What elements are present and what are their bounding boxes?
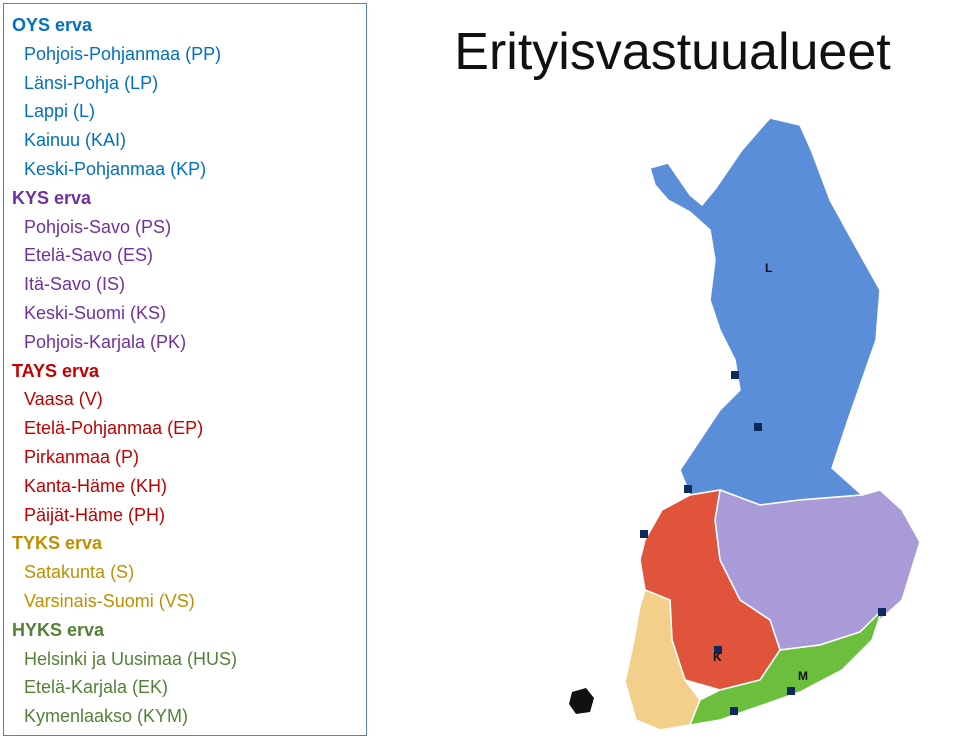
region-name: Keski-Suomi (KS): [24, 302, 167, 323]
region-name: Kainuu (KAI): [24, 130, 127, 151]
aland: [569, 688, 594, 714]
region-name: Satakunta (S): [24, 562, 135, 583]
region-name: Pohjois-Savo (PS): [24, 216, 172, 237]
region-oys: [649, 117, 881, 506]
map-label: M: [798, 669, 808, 683]
region-name: Päijät-Häme (PH): [24, 504, 166, 525]
region-name: Keski-Pohjanmaa (KP): [24, 158, 207, 179]
region-tyks: [624, 589, 701, 731]
region-name: Kanta-Häme (KH): [24, 475, 168, 496]
region-name: Pohjois-Karjala (PK): [24, 331, 187, 352]
region-name: Lappi (L): [24, 101, 96, 122]
region-name: Pirkanmaa (P): [24, 446, 140, 467]
region-name: Etelä-Pohjanmaa (EP): [24, 418, 204, 439]
region-tays: [639, 489, 781, 691]
group-name: KYS erva: [12, 187, 92, 208]
region-name: Vaasa (V): [24, 389, 103, 410]
city-markers: [640, 371, 886, 715]
region-hyks: [688, 609, 883, 726]
map-label: L: [765, 261, 772, 275]
map-label: K: [713, 650, 722, 664]
group-name: TAYS erva: [12, 360, 100, 381]
region-name: Pohjois-Pohjanmaa (PP): [24, 43, 222, 64]
title: Erityisvastuualueet: [454, 23, 891, 81]
legend: OYS erva Pohjois-Pohjanmaa (PP) Länsi-Pohj…: [3, 3, 367, 736]
region-name: Länsi-Pohja (LP): [24, 72, 159, 93]
region-name: Etelä-Savo (ES): [24, 245, 154, 266]
region-name: Kymenlaakso (KYM): [24, 706, 189, 727]
region-name: Helsinki ja Uusimaa (HUS): [24, 648, 238, 669]
region-name: Itä-Savo (IS): [24, 274, 126, 295]
region-name: Etelä-Karjala (EK): [24, 677, 169, 698]
region-name: Varsinais-Suomi (VS): [24, 590, 195, 611]
group-name: TYKS erva: [12, 533, 103, 554]
group-name: OYS erva: [12, 15, 93, 35]
group-name: HYKS erva: [12, 619, 105, 640]
regions: [624, 117, 921, 731]
region-kys: [714, 488, 921, 651]
